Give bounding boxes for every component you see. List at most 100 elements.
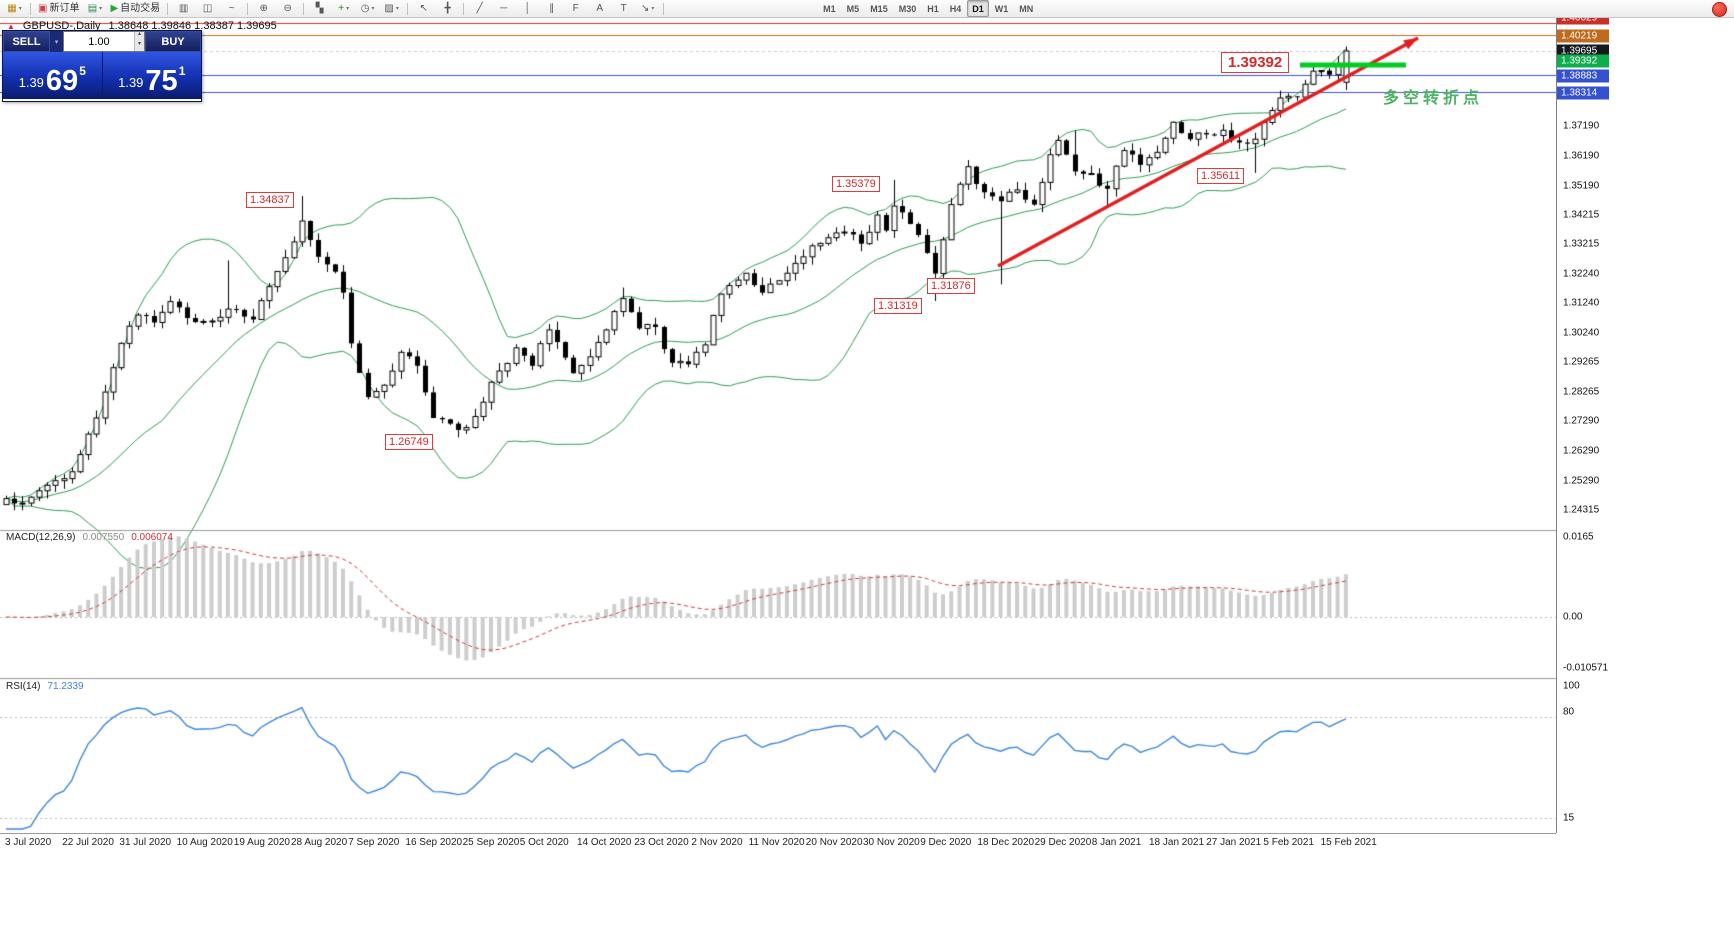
timeframe-m5[interactable]: M5	[846, 3, 860, 14]
axis-label-1.27290: 1.27290	[1563, 415, 1600, 427]
indicators-icon[interactable]: + ▾	[332, 0, 355, 17]
toolbar-separator	[167, 2, 169, 15]
date-label: 29 Dec 2020	[1034, 837, 1092, 848]
date-label: 18 Jan 2021	[1149, 837, 1205, 848]
date-label: 31 Jul 2020	[119, 837, 172, 848]
new-order-button[interactable]: ▣ 新订单	[35, 0, 82, 17]
toolbar-separator	[247, 2, 249, 15]
crosshair-icon: ╋	[444, 2, 451, 14]
volume-down-button[interactable]: ▾	[134, 41, 144, 51]
rsi-name: RSI(14)	[6, 681, 41, 692]
tile-windows-icon[interactable]: ▚	[308, 0, 331, 17]
buy-price-display: 1.39 75 1	[102, 52, 201, 99]
period-icon[interactable]: ◷ ▾	[356, 0, 379, 17]
dropdown-caret-icon: ▾	[346, 5, 350, 12]
trendline-icon[interactable]: ╱	[468, 0, 491, 17]
indicators-icon: +	[338, 2, 345, 14]
axis-label-1.35190: 1.35190	[1563, 180, 1600, 192]
zoom-in-icon[interactable]: ⊕	[252, 0, 275, 17]
arrow-icon[interactable]: ↘ ▾	[636, 0, 659, 17]
autotrade-button[interactable]: ▶ 自动交易	[107, 0, 163, 17]
timeframe-h4[interactable]: H4	[949, 3, 962, 14]
template-icon[interactable]: ▨ ▾	[380, 0, 403, 17]
timeframe-m15[interactable]: M15	[870, 3, 888, 14]
dropdown-caret-icon: ▾	[651, 5, 655, 12]
timeframe-h1[interactable]: H1	[927, 3, 939, 14]
axis-label--0.010571: -0.010571	[1563, 662, 1609, 674]
date-label: 5 Feb 2021	[1263, 837, 1314, 848]
vertical-line-icon[interactable]: │	[516, 0, 539, 17]
timeframe-m30[interactable]: M30	[898, 3, 917, 14]
volume-dropdown[interactable]: ▾	[50, 31, 63, 52]
axis-label-1.28265: 1.28265	[1563, 386, 1600, 398]
oct-prices-row: 1.39 69 5 1.39 75 1	[3, 52, 201, 99]
date-label: 10 Aug 2020	[176, 837, 233, 848]
axis-label-1.30240: 1.30240	[1563, 327, 1600, 339]
date-label: 2 Nov 2020	[691, 837, 743, 848]
zoom-out-icon[interactable]: ⊖	[276, 0, 299, 17]
axis-label-0.00: 0.00	[1563, 611, 1583, 623]
timeframe-w1[interactable]: W1	[994, 3, 1009, 14]
date-label: 5 Oct 2020	[519, 837, 569, 848]
axis-label-15: 15	[1563, 812, 1575, 824]
volume-stepper: ▴ ▾	[133, 31, 144, 51]
fibonacci-icon[interactable]: F	[564, 0, 587, 17]
axis-label-1.24315: 1.24315	[1563, 504, 1600, 516]
channel-icon[interactable]: ∥	[540, 0, 563, 17]
sell-price-big: 69	[45, 65, 79, 98]
volume-input[interactable]	[64, 32, 134, 51]
label-icon[interactable]: T	[612, 0, 635, 17]
date-label: 14 Oct 2020	[577, 837, 632, 848]
buy-button[interactable]: BUY	[145, 31, 201, 52]
notification-icon[interactable]	[1712, 2, 1727, 17]
text-icon: A	[596, 2, 603, 14]
price-divider	[101, 52, 103, 99]
bars-chart-icon[interactable]: ▥	[172, 0, 195, 17]
toolbar-separator	[30, 2, 31, 15]
date-label: 27 Jan 2021	[1206, 837, 1262, 848]
date-axis[interactable]: 3 Jul 2020 22 Jul 2020 31 Jul 2020 10 Aug 2…	[0, 833, 1556, 852]
toolbar-separator	[303, 2, 305, 15]
candlestick-chart-icon[interactable]: ◫	[196, 0, 219, 17]
date-label: 20 Nov 2020	[805, 837, 863, 848]
profiles-icon[interactable]: ▤ ▾	[83, 0, 106, 17]
timeframe-d1[interactable]: D1	[967, 0, 989, 17]
crosshair-icon[interactable]: ╋	[436, 0, 459, 17]
fibonacci-icon: F	[572, 2, 579, 14]
timeframe-group: M1 M5 M15 M30 H1 H4 D1 W1 MN	[818, 0, 1038, 17]
new-chart-icon: ▦	[7, 2, 17, 14]
axis-label-1.34215: 1.34215	[1563, 209, 1600, 221]
macd-name: MACD(12,26,9)	[6, 532, 76, 543]
date-label: 16 Sep 2020	[405, 837, 463, 848]
dropdown-caret-icon: ▾	[18, 5, 22, 12]
toolbar-separator	[463, 2, 465, 15]
toolbar: ▦ ▾ ▣ 新订单 ▤ ▾ ▶ 自动交易 ▥ ◫ ~ ⊕ ⊖ ▚ + ▾ ◷ ▾ ▨ ▾ ↖ ╋ ╱ ─ │ ∥ F A T ↘ ▾ M1 M5…	[0, 0, 1734, 18]
volume-up-button[interactable]: ▴	[134, 31, 144, 42]
new-order-icon: ▣	[38, 2, 48, 14]
line-chart-icon[interactable]: ~	[220, 0, 243, 17]
price-badge-1.39695: 1.39695	[1557, 44, 1609, 58]
date-label: 3 Jul 2020	[5, 837, 52, 848]
dropdown-caret-icon: ▾	[395, 5, 399, 12]
sell-button[interactable]: SELL	[3, 31, 50, 52]
text-icon[interactable]: A	[588, 0, 611, 17]
axis-label-1.37190: 1.37190	[1563, 120, 1600, 132]
zoom-in-icon: ⊕	[259, 2, 268, 14]
date-label: 28 Aug 2020	[291, 837, 348, 848]
vertical-line-icon: │	[524, 2, 531, 14]
price-axis[interactable]: 1.40629 1.40219 1.39695 1.39392 1.38883 1.383…	[1556, 11, 1734, 833]
axis-label-1.25290: 1.25290	[1563, 475, 1600, 487]
timeframe-m1[interactable]: M1	[823, 3, 836, 14]
cursor-icon[interactable]: ↖	[412, 0, 435, 17]
axis-label-100: 100	[1563, 680, 1580, 692]
new-chart-icon[interactable]: ▦ ▾	[3, 0, 26, 17]
bars-chart-icon: ▥	[178, 2, 189, 14]
label-icon: T	[620, 2, 627, 14]
macd-main-value: 0.007550	[82, 532, 125, 543]
horizontal-line-icon[interactable]: ─	[492, 0, 515, 17]
sell-price-pip: 5	[79, 64, 86, 78]
chart-canvas[interactable]	[0, 17, 1556, 833]
timeframe-mn[interactable]: MN	[1019, 3, 1034, 14]
price-badge-1.39392: 1.39392	[1557, 54, 1609, 68]
buy-price-big: 75	[145, 65, 178, 98]
